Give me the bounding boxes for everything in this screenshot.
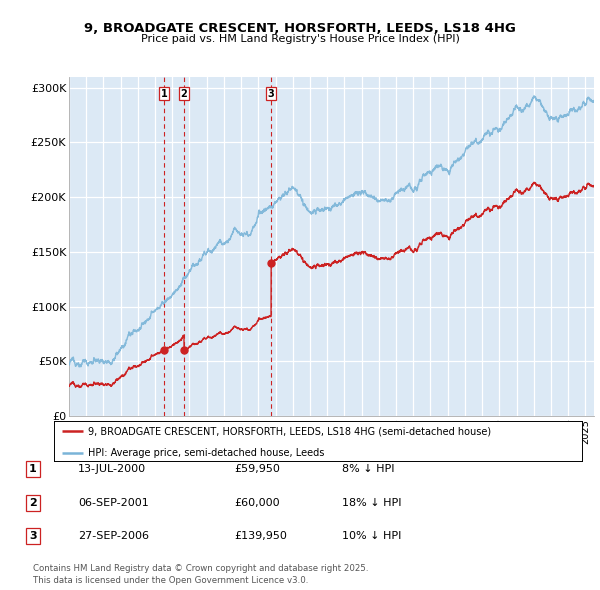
Text: 3: 3 bbox=[268, 88, 274, 99]
Text: £60,000: £60,000 bbox=[234, 498, 280, 507]
Text: 2: 2 bbox=[181, 88, 187, 99]
Text: 9, BROADGATE CRESCENT, HORSFORTH, LEEDS, LS18 4HG (semi-detached house): 9, BROADGATE CRESCENT, HORSFORTH, LEEDS,… bbox=[88, 427, 491, 436]
Text: 9, BROADGATE CRESCENT, HORSFORTH, LEEDS, LS18 4HG: 9, BROADGATE CRESCENT, HORSFORTH, LEEDS,… bbox=[84, 22, 516, 35]
Text: 1: 1 bbox=[161, 88, 168, 99]
Text: £59,950: £59,950 bbox=[234, 464, 280, 474]
Text: 13-JUL-2000: 13-JUL-2000 bbox=[78, 464, 146, 474]
Text: 8% ↓ HPI: 8% ↓ HPI bbox=[342, 464, 395, 474]
Text: HPI: Average price, semi-detached house, Leeds: HPI: Average price, semi-detached house,… bbox=[88, 448, 325, 458]
Text: Price paid vs. HM Land Registry's House Price Index (HPI): Price paid vs. HM Land Registry's House … bbox=[140, 34, 460, 44]
Text: 27-SEP-2006: 27-SEP-2006 bbox=[78, 532, 149, 541]
Text: 06-SEP-2001: 06-SEP-2001 bbox=[78, 498, 149, 507]
Text: 18% ↓ HPI: 18% ↓ HPI bbox=[342, 498, 401, 507]
Text: 2: 2 bbox=[29, 498, 37, 507]
Text: Contains HM Land Registry data © Crown copyright and database right 2025.
This d: Contains HM Land Registry data © Crown c… bbox=[33, 565, 368, 585]
Text: 3: 3 bbox=[29, 532, 37, 541]
Text: 1: 1 bbox=[29, 464, 37, 474]
Text: £139,950: £139,950 bbox=[234, 532, 287, 541]
Text: 10% ↓ HPI: 10% ↓ HPI bbox=[342, 532, 401, 541]
